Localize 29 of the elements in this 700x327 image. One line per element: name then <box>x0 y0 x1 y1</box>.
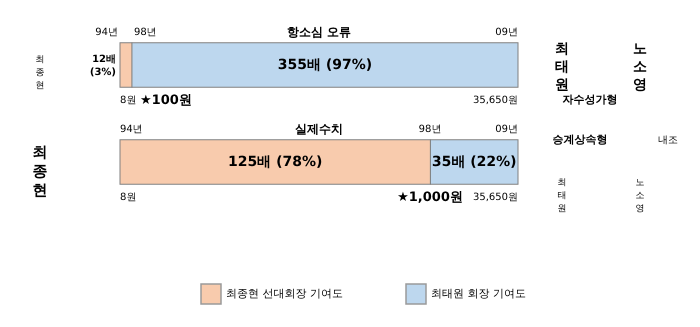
text: 노소영 <box>636 178 644 214</box>
text: 최태원 <box>558 178 566 214</box>
annotation: 98년 <box>134 27 157 38</box>
annotation: 94년 <box>120 124 143 135</box>
annotation: ★100원 <box>140 93 192 108</box>
data-label: 125배 (78%) <box>228 154 322 170</box>
legend-label: 최태원 회장 기여도 <box>431 287 526 300</box>
text: 노소영 <box>633 41 647 93</box>
annotation: 항소심 오류 <box>286 25 352 39</box>
annotation: 8원 <box>120 192 136 203</box>
text: 승계상속형 <box>552 133 608 146</box>
annotation: 실제수치 <box>295 122 343 136</box>
text: 94년 <box>95 27 118 38</box>
text: 내조 <box>658 135 678 146</box>
annotation: 8원 <box>120 95 136 106</box>
annotation: ★1,000원 <box>397 190 463 205</box>
data-label: 12배 (3%) <box>90 54 116 78</box>
annotation: 09년 <box>495 27 518 38</box>
data-label: 355배 (97%) <box>278 57 372 73</box>
data-label: 35배 (22%) <box>432 154 517 170</box>
text: 자수성가형 <box>562 93 618 106</box>
annotation: 35,650원 <box>473 192 518 203</box>
legend-label: 최종현 선대회장 기여도 <box>226 287 343 300</box>
annotation: 98년 <box>418 124 442 135</box>
annotation: 09년 <box>495 124 518 135</box>
text: 최태원 <box>555 41 569 93</box>
annotation: 35,650원 <box>473 95 518 106</box>
text: 최종현 <box>32 143 48 199</box>
text: 최종현 <box>36 55 44 91</box>
